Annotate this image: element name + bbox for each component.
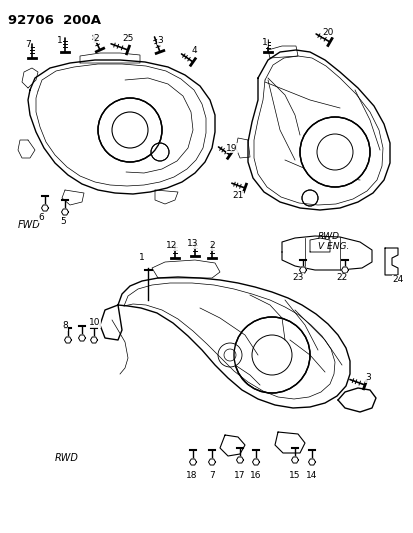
Text: 14: 14 [306, 472, 317, 481]
Text: 21: 21 [232, 191, 243, 200]
Text: 8: 8 [62, 321, 68, 330]
Polygon shape [28, 60, 214, 194]
Text: 3: 3 [157, 36, 162, 44]
Polygon shape [236, 457, 243, 463]
Polygon shape [90, 337, 97, 343]
Text: 4: 4 [191, 45, 196, 54]
Polygon shape [337, 388, 375, 412]
Text: 7: 7 [25, 39, 31, 49]
Polygon shape [341, 267, 348, 273]
Circle shape [233, 317, 309, 393]
Circle shape [301, 190, 317, 206]
Polygon shape [247, 50, 389, 210]
Text: RWD: RWD [55, 453, 79, 463]
Text: 2: 2 [93, 34, 99, 43]
Polygon shape [267, 46, 297, 58]
Text: 22: 22 [335, 273, 347, 282]
Polygon shape [22, 68, 38, 88]
Polygon shape [281, 236, 371, 270]
Polygon shape [154, 190, 178, 204]
Circle shape [299, 117, 369, 187]
Polygon shape [62, 190, 84, 205]
Text: 5: 5 [60, 217, 66, 227]
Text: 3: 3 [364, 374, 370, 383]
Polygon shape [118, 277, 349, 408]
Text: 20: 20 [322, 28, 333, 36]
Text: 19: 19 [225, 143, 237, 152]
Text: 1: 1 [139, 254, 145, 262]
Polygon shape [80, 53, 140, 63]
Polygon shape [152, 260, 219, 278]
Polygon shape [64, 337, 71, 343]
Text: 17: 17 [234, 472, 245, 481]
Polygon shape [308, 459, 315, 465]
Polygon shape [291, 457, 298, 463]
Text: FWD: FWD [18, 220, 40, 230]
Polygon shape [274, 432, 304, 453]
Polygon shape [235, 138, 249, 158]
Text: RWD
V ENG.: RWD V ENG. [317, 232, 349, 252]
Text: 92706  200A: 92706 200A [8, 14, 101, 27]
Circle shape [218, 343, 242, 367]
Polygon shape [78, 335, 85, 341]
Text: 1: 1 [57, 36, 63, 44]
Polygon shape [384, 248, 397, 275]
Text: 2: 2 [209, 241, 214, 251]
Text: 15: 15 [289, 472, 300, 481]
Text: 16: 16 [249, 472, 261, 481]
Text: 13: 13 [187, 239, 198, 248]
Polygon shape [100, 305, 122, 340]
Text: 23: 23 [292, 273, 303, 282]
Polygon shape [252, 459, 259, 465]
Text: 25: 25 [122, 34, 133, 43]
Text: 6: 6 [38, 214, 44, 222]
Polygon shape [219, 435, 244, 456]
Polygon shape [309, 238, 329, 252]
Text: 18: 18 [186, 472, 197, 481]
Text: 1: 1 [261, 37, 267, 46]
Polygon shape [41, 205, 48, 211]
Polygon shape [189, 459, 196, 465]
Text: 7: 7 [209, 472, 214, 481]
Circle shape [151, 143, 169, 161]
Circle shape [98, 98, 161, 162]
Text: 12: 12 [166, 241, 177, 251]
Text: 10: 10 [89, 319, 100, 327]
Polygon shape [208, 459, 215, 465]
Text: 24: 24 [392, 276, 403, 285]
Polygon shape [62, 209, 68, 215]
Polygon shape [18, 140, 35, 158]
Polygon shape [299, 267, 306, 273]
